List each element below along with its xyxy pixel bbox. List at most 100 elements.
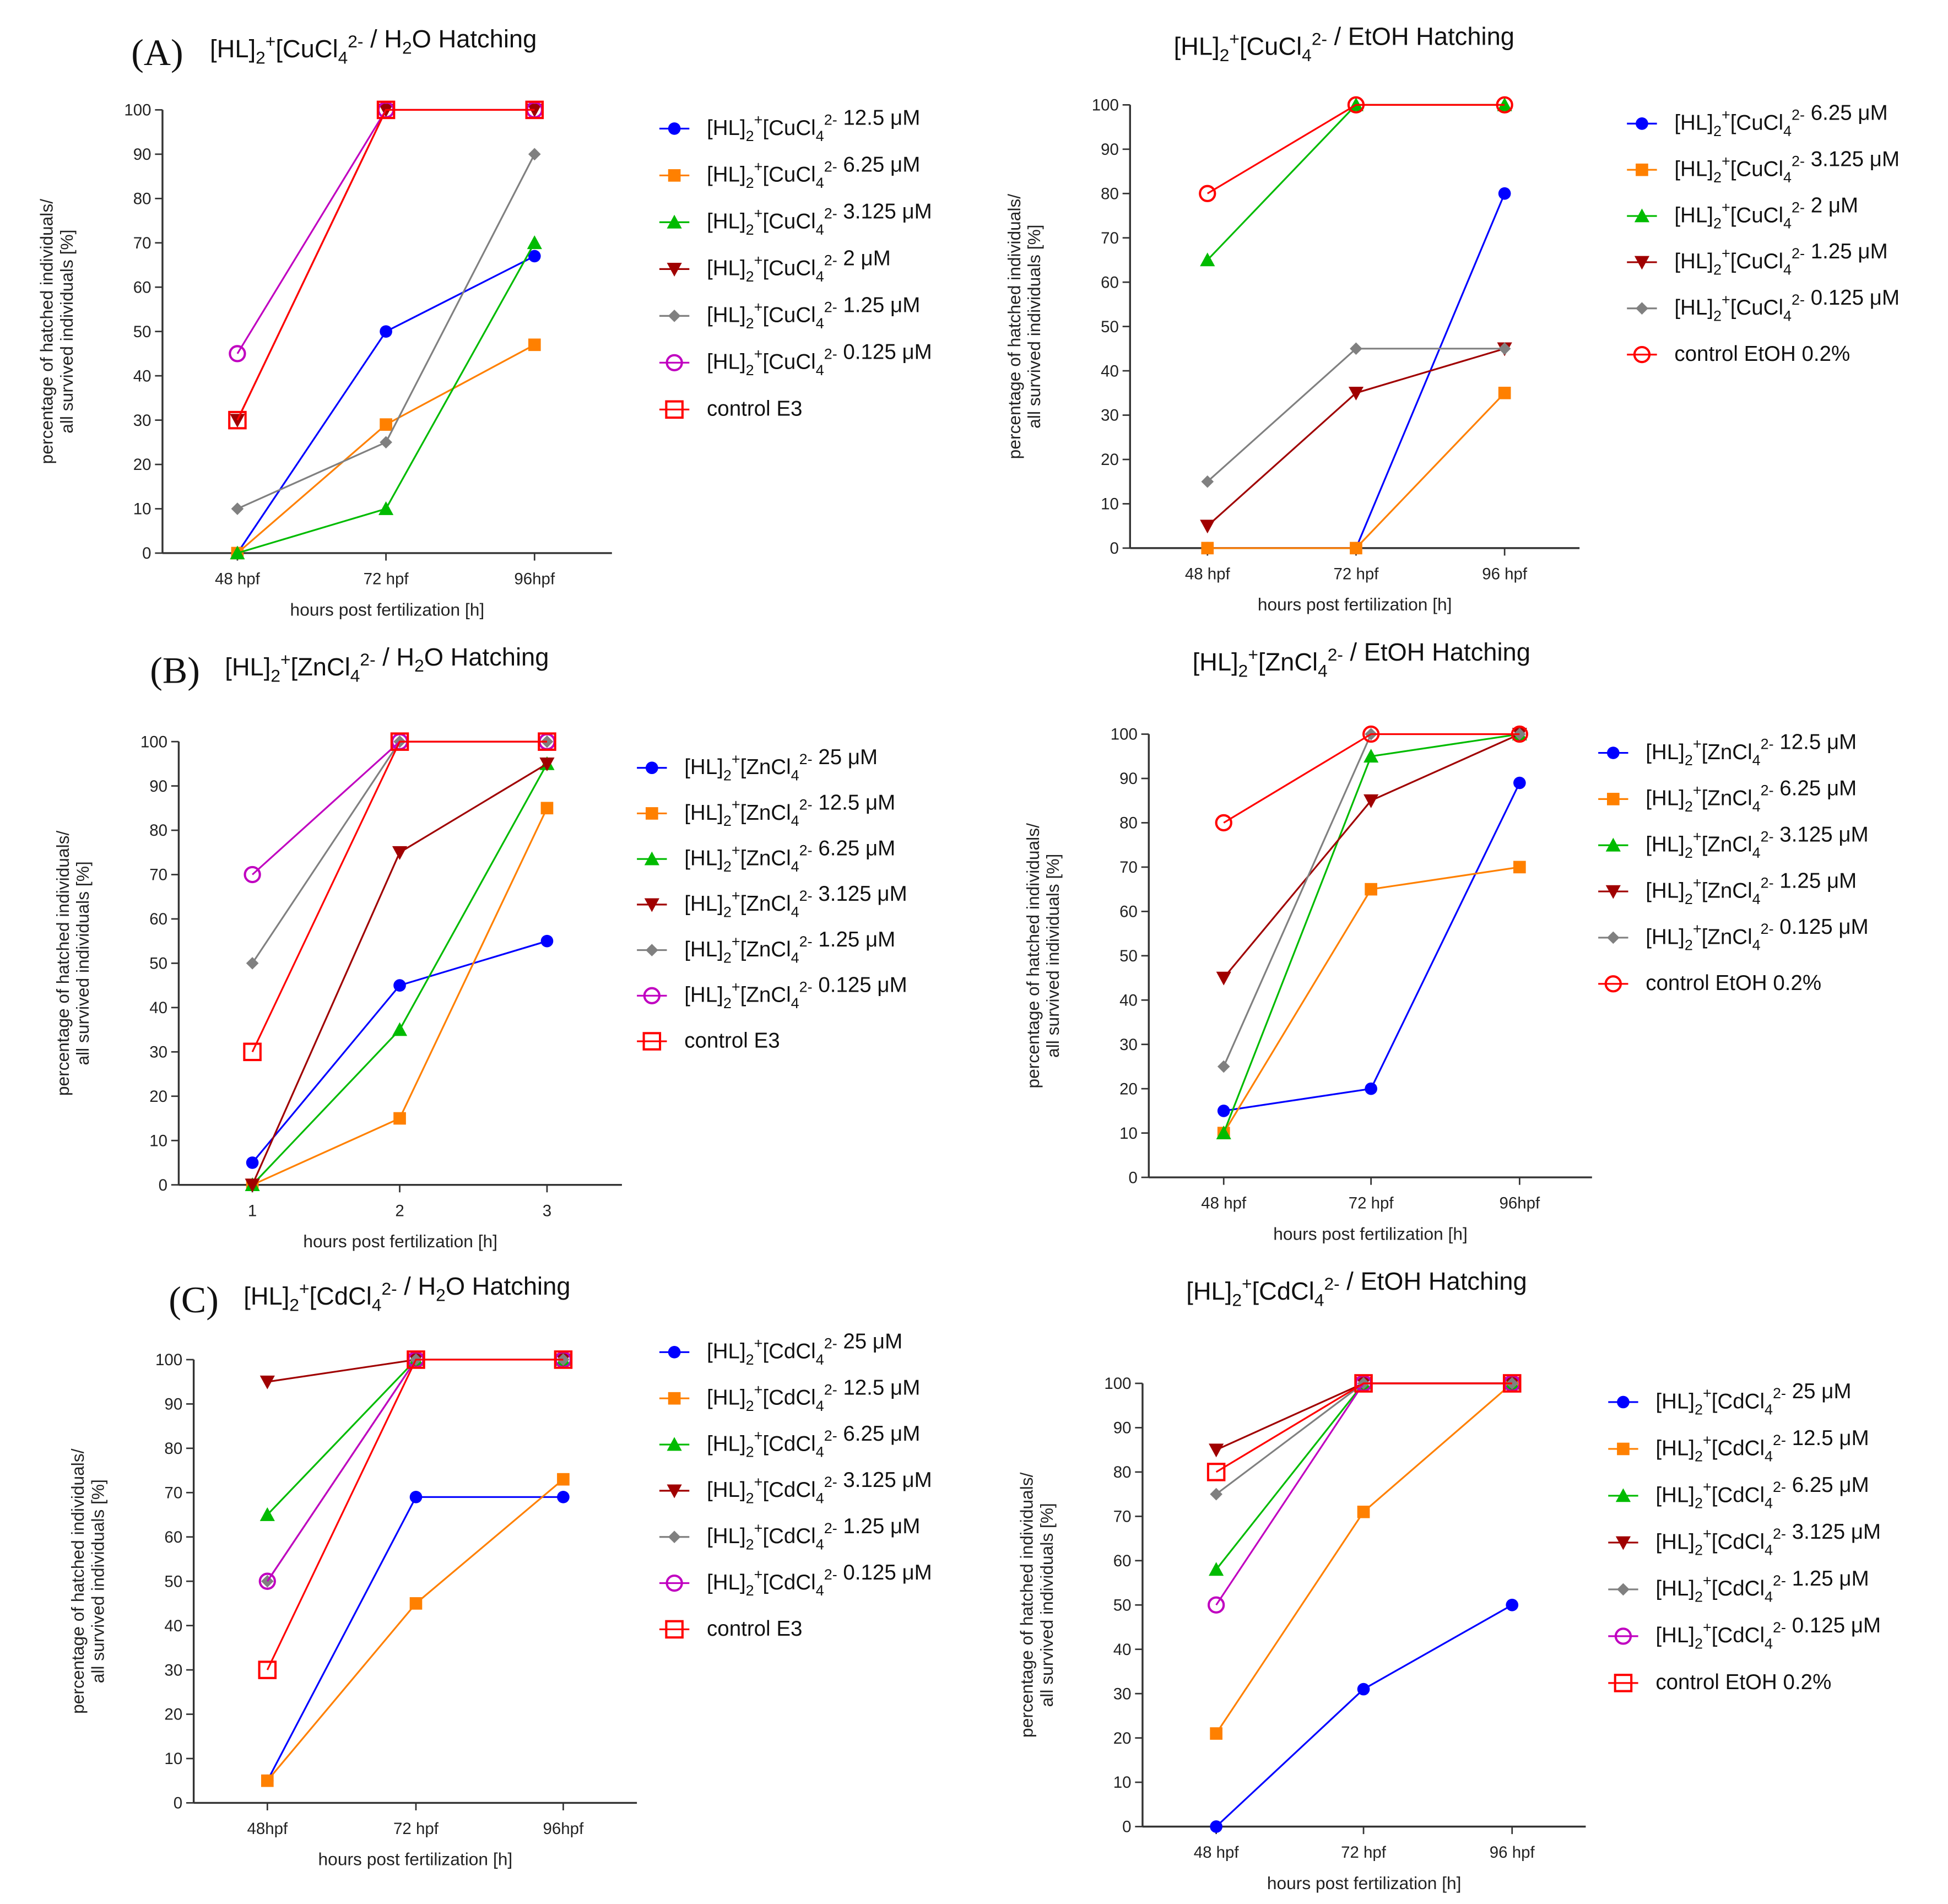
legend-label: [HL]2+[CdCl42- 25 μM: [707, 1330, 902, 1368]
series-line: [1207, 392, 1506, 549]
data-point: [1210, 1727, 1222, 1740]
y-tick-label: 10: [164, 1750, 182, 1768]
legend-label: [HL]2+[CuCl42- 1.25 μM: [707, 294, 920, 332]
formula-subscript: 2: [723, 949, 732, 966]
formula-superscript: +: [754, 1474, 763, 1490]
data-point: [1365, 883, 1377, 896]
y-tick-label: 60: [149, 910, 167, 928]
space: [1786, 1567, 1792, 1591]
legend-item: [HL]2+[CuCl42- 3.125 μM: [1627, 147, 1900, 186]
formula-subscript: 2: [1695, 1402, 1703, 1418]
formula-superscript: 2-: [1312, 29, 1327, 49]
y-axis-label: all survived individuals [%]: [1043, 854, 1063, 1058]
formula-superscript: 2-: [1792, 291, 1805, 308]
data-point: [258, 1660, 277, 1679]
space: [813, 836, 819, 860]
data-point: [1216, 1126, 1231, 1139]
formula-superscript: 2-: [824, 1520, 837, 1537]
formula-superscript: +: [732, 797, 740, 813]
legend-marker: [667, 214, 682, 229]
y-tick-label: 40: [149, 999, 167, 1017]
formula-subscript: 2: [1685, 798, 1693, 815]
data-point: [230, 545, 245, 560]
data-point: [380, 325, 392, 338]
legend-name: control E3: [707, 397, 802, 421]
y-tick-label: 50: [1119, 947, 1138, 965]
legend-marker: [1606, 747, 1620, 759]
x-tick-label: 3: [543, 1202, 551, 1220]
formula-superscript: 2-: [1792, 153, 1805, 169]
formula-superscript: 2-: [1761, 921, 1774, 937]
series: [1199, 96, 1513, 202]
x-tick-label: 96hpf: [1499, 1194, 1540, 1213]
x-tick-label: 72 hpf: [1349, 1194, 1394, 1213]
legend-item: [HL]2+[CdCl42- 0.125 μM: [659, 1561, 932, 1599]
legend-label: [HL]2+[CdCl42- 3.125 μM: [707, 1468, 932, 1506]
series: [1200, 97, 1512, 267]
formula-superscript: 2-: [824, 252, 837, 269]
formula-part: [HL]: [684, 983, 723, 1007]
space: [1805, 147, 1811, 171]
formula-subscript: 2: [723, 995, 732, 1012]
formula-subscript: 4: [816, 1444, 824, 1461]
series-line: [1206, 104, 1505, 194]
y-tick-label: 0: [1128, 1169, 1137, 1187]
data-point: [540, 934, 554, 948]
data-point: [230, 414, 245, 428]
chart-title: [HL]2+[CuCl42- / H2O Hatching: [210, 25, 537, 67]
data-point: [539, 758, 555, 771]
y-tick-label: 10: [133, 500, 151, 518]
formula-part: [CdCl: [762, 1478, 815, 1502]
legend-concentration: 12.5 μM: [843, 106, 920, 130]
series-line: [1207, 193, 1506, 549]
series: [243, 732, 556, 1062]
formula-part: [HL]: [1674, 250, 1713, 273]
formula-part: [HL]: [1646, 925, 1685, 949]
legend-marker: [668, 169, 681, 182]
x-tick-label: 72 hpf: [1334, 565, 1379, 583]
series-line: [1215, 1382, 1512, 1606]
data-point: [1506, 1598, 1519, 1611]
formula-superscript: +: [1693, 921, 1702, 937]
title-text: / EtOH Hatching: [1327, 23, 1514, 51]
formula-subscript: 4: [1302, 45, 1312, 65]
formula-superscript: 2-: [799, 888, 813, 904]
y-tick-label: 40: [164, 1617, 182, 1635]
data-point: [538, 732, 556, 751]
y-axis-label: all survived individuals [%]: [57, 230, 77, 434]
formula-subscript: 4: [816, 175, 824, 191]
formula-part: [ZnCl: [291, 653, 350, 681]
y-tick-label: 40: [1101, 362, 1119, 380]
x-tick-label: 72 hpf: [1341, 1843, 1387, 1862]
formula-superscript: 2-: [799, 842, 813, 858]
formula-subscript: 2: [1713, 215, 1722, 232]
series-line: [1215, 1382, 1513, 1734]
y-tick-label: 20: [1101, 451, 1119, 469]
data-point: [259, 1507, 275, 1521]
legend-concentration: 6.25 μM: [1792, 1473, 1869, 1497]
formula-subscript: 4: [1765, 1636, 1773, 1652]
formula-part: [HL]: [1674, 296, 1713, 320]
chart-panel: (B) [HL]2+[ZnCl42- / H2O Hatching01020304…: [53, 643, 907, 1251]
legend-item: [HL]2+[CdCl42- 0.125 μM: [1608, 1614, 1881, 1652]
formula-part: [HL]: [1655, 1577, 1695, 1600]
formula-superscript: 2-: [1761, 782, 1774, 799]
y-tick-label: 70: [1101, 229, 1119, 247]
formula-subscript: 4: [1752, 845, 1761, 861]
formula-subscript: 2: [1695, 1448, 1703, 1465]
title-text: / EtOH Hatching: [1340, 1267, 1527, 1295]
y-tick-label: 0: [1110, 539, 1118, 558]
formula-superscript: +: [299, 1279, 310, 1299]
chart-title: [HL]2+[CdCl42- / H2O Hatching: [244, 1272, 570, 1315]
formula-superscript: +: [1229, 29, 1240, 49]
legend-item: [HL]2+[ZnCl42- 12.5 μM: [1598, 731, 1857, 769]
formula-superscript: 2-: [824, 205, 837, 222]
data-point: [243, 1042, 262, 1062]
series: [1206, 1374, 1522, 1481]
formula-superscript: +: [754, 346, 763, 363]
formula-part: [CdCl: [1712, 1483, 1765, 1507]
series-line: [252, 808, 548, 1186]
data-point: [261, 1774, 274, 1787]
legend-concentration: 1.25 μM: [818, 928, 895, 951]
legend-item: [HL]2+[CuCl42- 2 μM: [659, 247, 891, 285]
